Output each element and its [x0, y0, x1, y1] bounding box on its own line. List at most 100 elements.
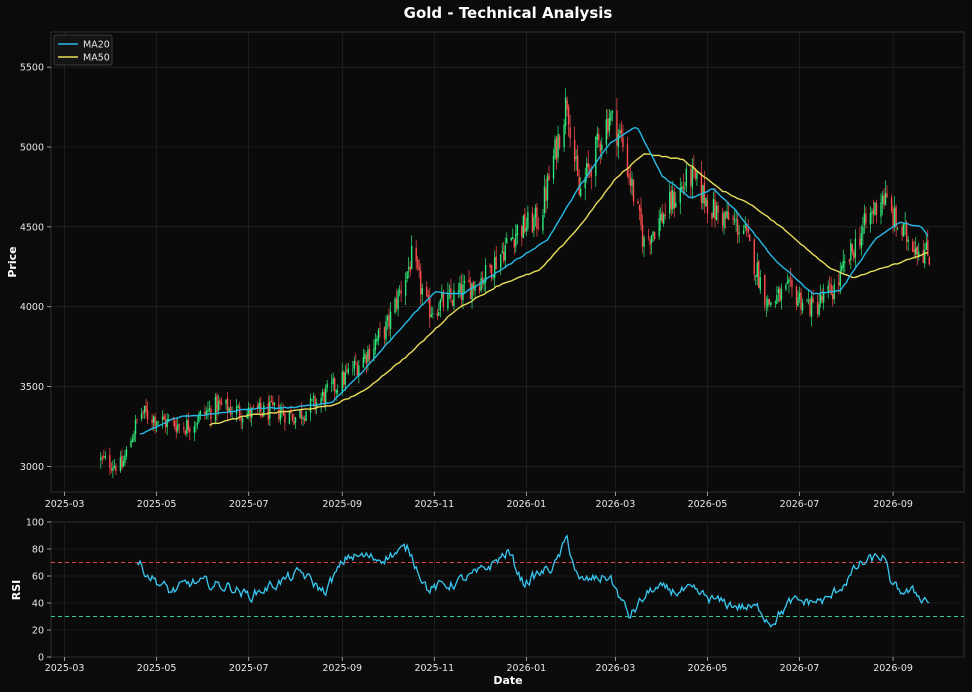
candle-body [527, 212, 529, 229]
candle-body [534, 207, 537, 218]
candle-body [745, 226, 748, 231]
candle-body [700, 172, 703, 203]
candle-body [481, 277, 484, 284]
candle-body [862, 226, 864, 235]
candle-body [196, 422, 199, 425]
candle-body [367, 349, 369, 362]
candle-body [785, 284, 787, 290]
candle-body [145, 406, 147, 412]
candle-body [290, 411, 292, 414]
candle-body [631, 179, 633, 186]
candle-body [238, 406, 241, 417]
candle-body [536, 207, 538, 229]
candle-body [913, 249, 915, 253]
date-axis-label: Date [493, 674, 522, 687]
candle-body [302, 417, 304, 420]
candle-body [432, 313, 434, 315]
candle-body [573, 139, 576, 162]
candle-body [537, 227, 540, 229]
candle-body [247, 407, 250, 414]
candle-body [312, 395, 315, 399]
candle-body [669, 192, 671, 214]
candle-body [904, 223, 906, 225]
candle-body [352, 370, 354, 372]
candle-body [881, 195, 884, 204]
candle-body [489, 264, 491, 268]
candle-body [632, 180, 635, 202]
candle-body [595, 137, 597, 176]
candle-body [892, 209, 894, 227]
candle-body [533, 217, 535, 231]
candle-body [134, 419, 137, 435]
candle-body [662, 214, 665, 224]
candle-body [155, 422, 158, 426]
candle-body [410, 245, 413, 270]
candle-body [344, 372, 346, 385]
candle-body [552, 156, 555, 179]
candle-body [420, 270, 422, 295]
candle-body [303, 418, 306, 421]
candle-body [208, 408, 211, 411]
candle-body [504, 245, 506, 261]
price-y-ticks: 3000 3500 4000 4500 5000 5500 [20, 63, 51, 473]
candle-body [113, 465, 116, 469]
candle-body [220, 402, 223, 405]
candle-body [500, 254, 502, 269]
candle-body [764, 274, 766, 306]
candle-body [546, 175, 549, 201]
candle-body [542, 214, 544, 231]
candle-body [217, 401, 220, 411]
candle-body [395, 299, 398, 309]
candle-body [841, 266, 843, 271]
candle-body [818, 304, 820, 316]
candle-body [816, 302, 819, 314]
candle-body [326, 383, 328, 389]
candle-body [789, 278, 792, 280]
candle-body [712, 199, 715, 218]
candle-body [394, 298, 396, 313]
ma20-line [139, 126, 929, 435]
candle-body [576, 155, 579, 176]
candle-body [320, 397, 322, 405]
candle-body [151, 419, 153, 424]
candle-body [711, 212, 713, 220]
candle-body [770, 302, 772, 306]
candle-body [249, 408, 251, 418]
price-xtick-label: 2026-09 [873, 499, 913, 510]
candle-body [241, 418, 244, 423]
candle-body [257, 405, 259, 410]
candle-body [229, 406, 232, 415]
candle-body [346, 370, 348, 372]
candle-body [896, 228, 899, 230]
candle-body [807, 300, 810, 302]
candle-body [453, 290, 455, 307]
candle-body [584, 176, 586, 189]
candle-body [438, 312, 440, 316]
rsi-xtick-label: 2025-03 [45, 663, 85, 674]
rsi-tick-label: 60 [32, 572, 44, 583]
candle-body [886, 193, 888, 198]
candle-body [175, 426, 177, 433]
candle-body [104, 455, 107, 459]
candle-body [596, 133, 598, 140]
candle-body [883, 195, 885, 205]
candle-body [893, 207, 896, 228]
candle-body [516, 225, 519, 236]
price-tick-label: 5000 [20, 143, 44, 154]
candle-body [471, 283, 473, 300]
legend: MA20 MA50 [53, 34, 113, 66]
candle-body [579, 188, 582, 196]
candle-body [525, 227, 528, 232]
candle-body [436, 313, 439, 316]
candle-body [738, 232, 740, 234]
candle-body [490, 265, 493, 279]
candle-body [131, 439, 134, 443]
candle-body [617, 133, 620, 147]
rsi-xtick-label: 2026-07 [780, 663, 820, 674]
candle-body [269, 401, 271, 419]
candle-body [768, 298, 771, 305]
candle-body [198, 413, 200, 423]
candle-body [696, 171, 698, 180]
candle-body [347, 368, 349, 373]
candle-body [417, 260, 419, 268]
